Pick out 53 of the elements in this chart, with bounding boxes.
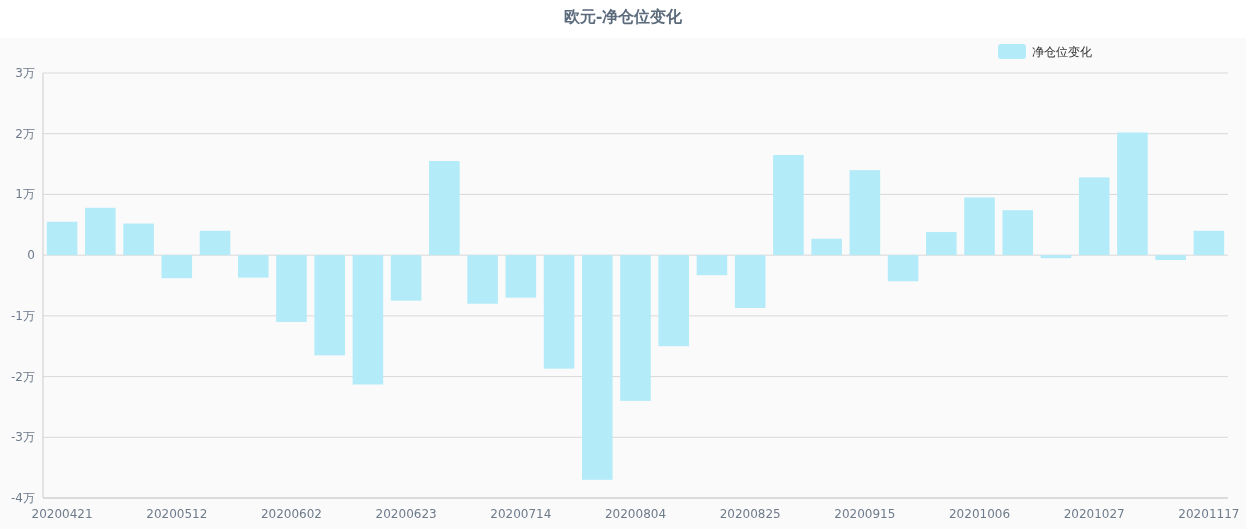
bar — [467, 255, 498, 304]
bar — [276, 255, 307, 322]
bar — [85, 207, 116, 256]
bar — [1040, 255, 1072, 259]
x-tick-label: 20200602 — [260, 507, 323, 521]
bar — [314, 255, 345, 356]
x-tick-label: 20200825 — [719, 507, 781, 521]
bar — [1193, 230, 1225, 256]
bar — [1002, 210, 1034, 256]
bar — [352, 255, 384, 385]
bar — [964, 197, 995, 256]
y-tick-label: 0 — [27, 248, 35, 263]
x-tick-label: 20200804 — [604, 507, 667, 521]
x-tick-label: 20201117 — [1178, 507, 1240, 521]
bar — [1117, 132, 1148, 256]
bar — [849, 170, 881, 256]
x-tick-label: 20200512 — [146, 507, 208, 521]
bar — [1078, 177, 1110, 256]
bar — [811, 238, 842, 256]
bar — [658, 255, 690, 347]
y-tick-label: -3万 — [11, 430, 35, 445]
bar — [46, 221, 78, 256]
legend-label: 净仓位变化 — [1032, 45, 1092, 59]
x-tick-label: 20201006 — [948, 507, 1011, 521]
bar — [1155, 255, 1186, 260]
bar — [429, 161, 460, 256]
bar — [773, 154, 804, 256]
bar — [237, 255, 269, 278]
y-tick-label: -2万 — [11, 369, 35, 384]
bar — [505, 255, 537, 298]
bar — [390, 255, 422, 301]
y-tick-label: 2万 — [15, 126, 35, 141]
bar — [926, 232, 957, 256]
bar — [199, 230, 231, 256]
bar — [123, 223, 154, 256]
bar — [620, 255, 651, 401]
chart-title: 欧元-净仓位变化 — [563, 7, 684, 26]
legend: 净仓位变化 — [998, 44, 1092, 59]
y-tick-label: 3万 — [15, 66, 35, 80]
x-tick-label: 20200714 — [490, 507, 552, 521]
bar — [734, 255, 766, 308]
bar — [161, 255, 193, 279]
x-tick-label: 20200623 — [375, 507, 437, 521]
bar — [543, 255, 575, 369]
y-tick-label: -4万 — [11, 491, 35, 505]
bar — [696, 255, 728, 276]
x-tick-label: 20201027 — [1063, 507, 1125, 521]
y-tick-label: -1万 — [11, 308, 35, 323]
y-tick-label: 1万 — [15, 187, 35, 202]
x-tick-label: 20200915 — [834, 507, 896, 521]
bar — [581, 255, 613, 480]
bar — [887, 255, 919, 282]
x-tick-label: 20200421 — [31, 507, 93, 521]
